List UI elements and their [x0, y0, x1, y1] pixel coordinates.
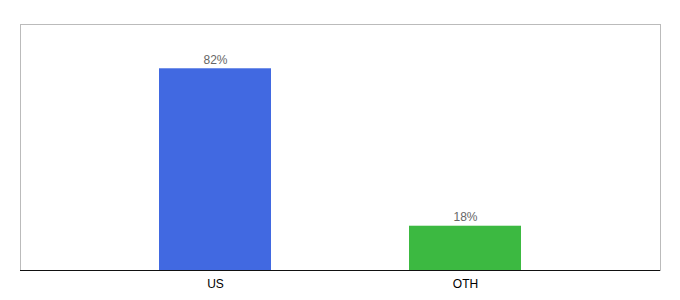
svg-text:US: US	[207, 277, 224, 291]
svg-text:82%: 82%	[203, 53, 227, 67]
svg-text:18%: 18%	[453, 210, 477, 224]
svg-text:OTH: OTH	[453, 277, 478, 291]
